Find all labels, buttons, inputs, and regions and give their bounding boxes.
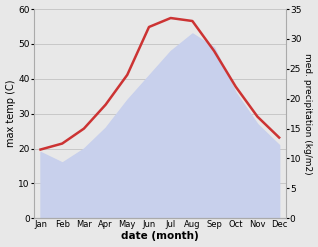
Y-axis label: max temp (C): max temp (C) xyxy=(5,80,16,147)
X-axis label: date (month): date (month) xyxy=(121,231,199,242)
Y-axis label: med. precipitation (kg/m2): med. precipitation (kg/m2) xyxy=(303,53,313,174)
